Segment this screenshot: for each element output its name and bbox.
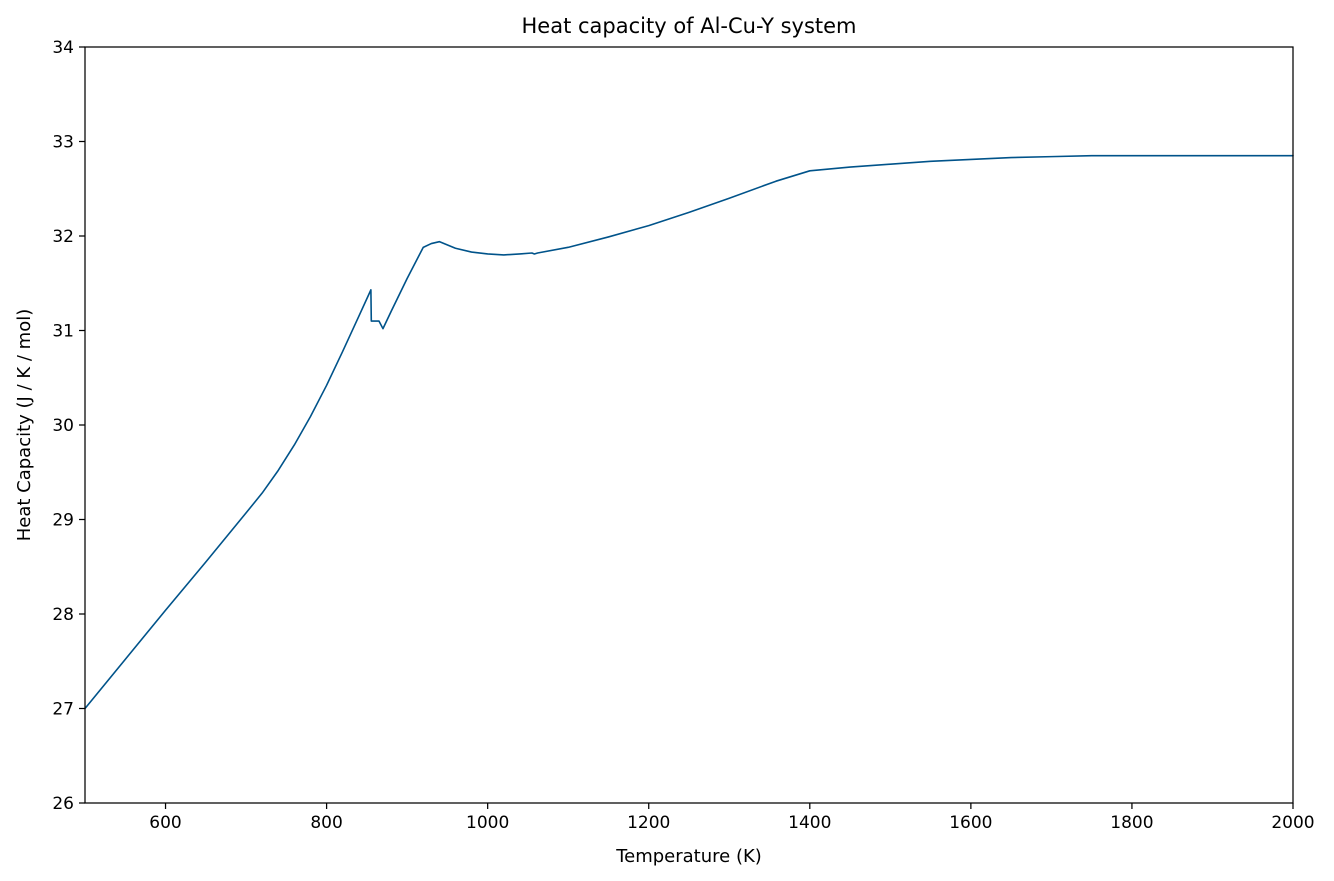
y-tick-label: 30 bbox=[52, 416, 74, 436]
plot-area bbox=[84, 154, 1294, 710]
y-axis-label: Heat Capacity (J / K / mol) bbox=[14, 309, 35, 542]
y-axis: 26 27 28 29 30 31 32 33 34 bbox=[52, 38, 85, 814]
x-tick-label: 1200 bbox=[627, 813, 670, 833]
x-axis-label: Temperature (K) bbox=[615, 846, 762, 867]
y-tick-label: 27 bbox=[52, 700, 74, 720]
x-tick-label: 1000 bbox=[466, 813, 509, 833]
y-tick-label: 34 bbox=[52, 38, 74, 58]
x-tick-label: 1400 bbox=[788, 813, 831, 833]
y-tick-label: 28 bbox=[52, 605, 74, 625]
x-tick-label: 1600 bbox=[949, 813, 992, 833]
x-tick-label: 1800 bbox=[1110, 813, 1153, 833]
y-tick-label: 29 bbox=[52, 511, 74, 531]
x-tick-label: 600 bbox=[149, 813, 181, 833]
y-tick-label: 26 bbox=[52, 794, 74, 814]
y-tick-label: 32 bbox=[52, 227, 74, 247]
y-tick-label: 31 bbox=[52, 322, 74, 342]
chart-title: Heat capacity of Al-Cu-Y system bbox=[522, 14, 857, 38]
x-tick-label: 800 bbox=[310, 813, 342, 833]
y-tick-label: 33 bbox=[52, 133, 74, 153]
x-tick-label: 2000 bbox=[1271, 813, 1314, 833]
series-line-heat-capacity bbox=[84, 154, 1294, 710]
x-axis: 600 800 1000 1200 1400 1600 1800 2000 bbox=[149, 803, 1315, 833]
